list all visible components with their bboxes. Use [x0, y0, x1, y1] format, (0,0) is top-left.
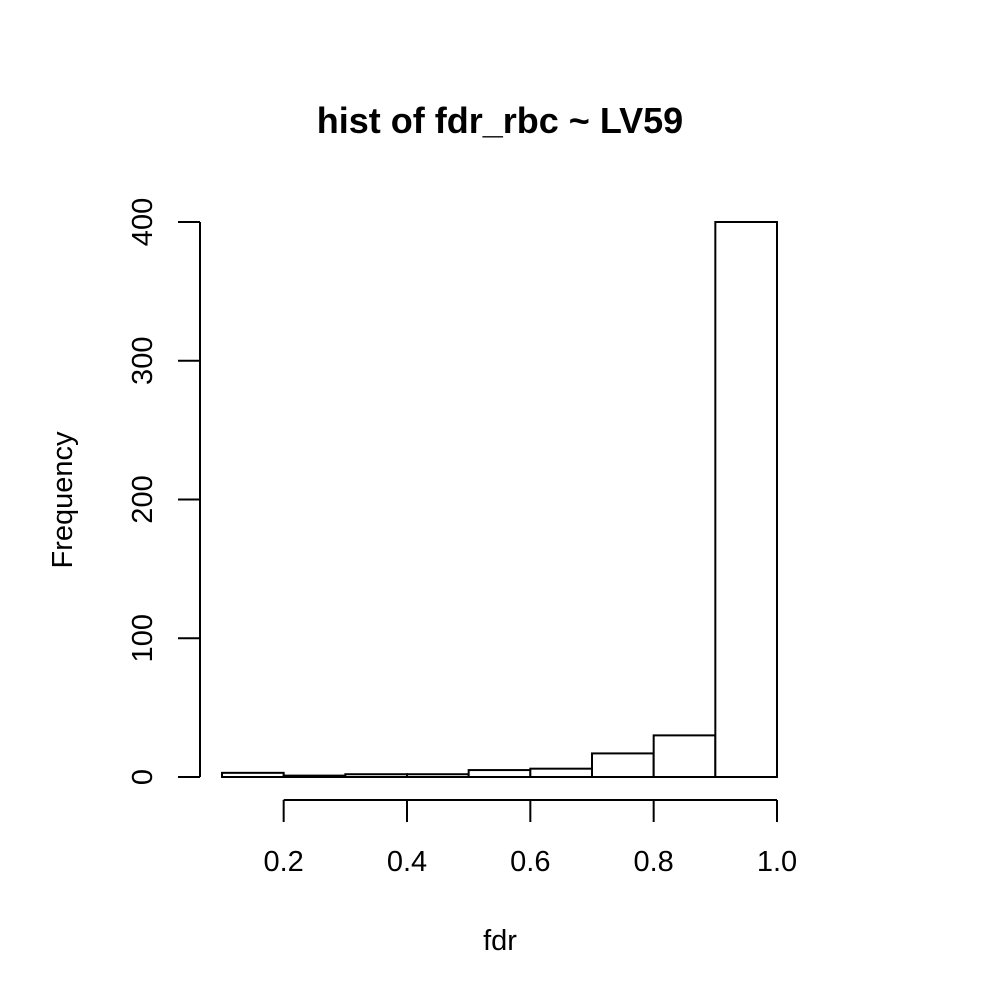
histogram-bar	[406, 773, 470, 778]
histogram-bar	[221, 771, 285, 779]
y-axis-label: Frequency	[47, 431, 79, 569]
x-tick-label: 0.4	[387, 846, 427, 878]
x-tick-label: 0.2	[264, 846, 304, 878]
y-tick-label: 200	[127, 475, 159, 523]
histogram-bar	[652, 734, 717, 778]
y-tick-label: 400	[127, 198, 159, 246]
chart-title: hist of fdr_rbc ~ LV59	[317, 100, 683, 141]
y-axis: 0 100 200 300 400	[127, 198, 201, 785]
x-tick-label: 1.0	[757, 846, 797, 878]
y-tick-label: 0	[127, 769, 159, 785]
y-tick-label: 100	[127, 614, 159, 662]
histogram-bar	[282, 774, 347, 778]
histogram-bar	[529, 767, 593, 778]
x-tick-label: 0.8	[634, 846, 674, 878]
histogram-bar	[344, 773, 409, 778]
histogram-bar	[591, 752, 655, 778]
bars-group	[221, 221, 778, 779]
histogram-bar	[714, 221, 778, 778]
histogram-bar	[467, 769, 532, 778]
x-axis: 0.2 0.4 0.6 0.8 1.0	[264, 799, 797, 878]
x-axis-label: fdr	[483, 925, 517, 957]
x-tick-label: 0.6	[510, 846, 550, 878]
y-tick-label: 300	[127, 337, 159, 385]
